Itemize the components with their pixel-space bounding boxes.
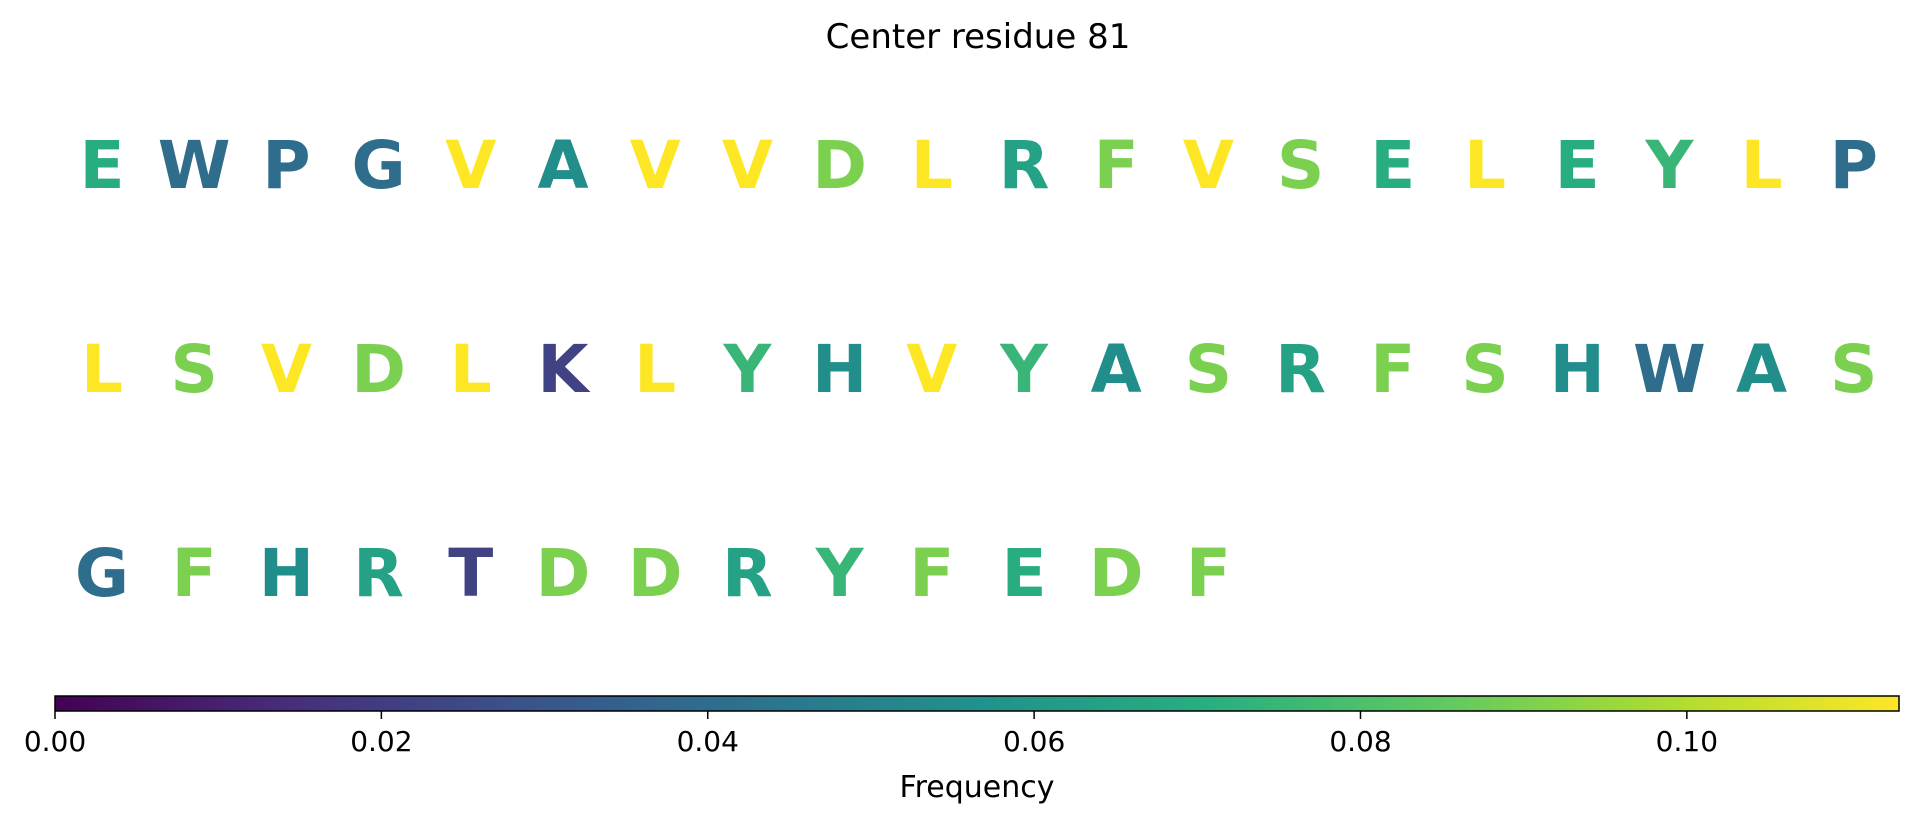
residue-letter: S (1830, 331, 1878, 408)
residue-letter: L (1741, 127, 1783, 204)
residue-letter: E (1370, 127, 1415, 204)
residue-letter: V (1183, 127, 1234, 204)
residue-letter: Y (999, 331, 1049, 408)
residue-letter: Y (723, 331, 773, 408)
residue-letter: R (722, 535, 773, 612)
residue-letter: H (812, 331, 867, 408)
colorbar-label: Frequency (900, 770, 1055, 805)
residue-letter: D (628, 535, 683, 612)
residue-letter: V (261, 331, 312, 408)
residue-letter: A (1736, 331, 1787, 408)
colorbar-gradient (54, 695, 1900, 712)
residue-letter: K (537, 331, 591, 408)
residue-letter: A (1091, 331, 1142, 408)
residue-letter: V (630, 127, 681, 204)
colorbar-ticks: 0.00 0.02 0.04 0.06 0.08 0.10 (24, 711, 1718, 758)
residue-letter: F (1094, 127, 1139, 204)
colorbar-tick-label: 0.08 (1329, 725, 1391, 758)
residue-letter: H (1550, 331, 1605, 408)
residue-letter: E (1555, 127, 1600, 204)
residue-letter: S (1277, 127, 1325, 204)
residue-letter: D (351, 331, 406, 408)
residue-letter: F (1370, 331, 1415, 408)
residue-letter: H (259, 535, 314, 612)
colorbar-tick-label: 0.04 (677, 725, 739, 758)
residue-letters: E W P G V A V V D L R F V S E L E Y L PL S V D L K L Y H V Y A S R F S H W A S… (75, 127, 1878, 612)
residue-letter: L (634, 331, 676, 408)
residue-letter: A (537, 127, 588, 204)
residue-letter: T (448, 535, 493, 612)
residue-letter: D (536, 535, 591, 612)
residue-letter: F (172, 535, 217, 612)
residue-letter: Y (1645, 127, 1695, 204)
residue-letter: F (1186, 535, 1231, 612)
residue-letter: F (909, 535, 954, 612)
colorbar-tick-label: 0.02 (350, 725, 412, 758)
residue-letter: P (1830, 127, 1878, 204)
residue-letter: W (158, 127, 231, 204)
residue-letter: G (75, 535, 129, 612)
residue-letter: G (352, 127, 406, 204)
residue-letter: S (1185, 331, 1233, 408)
residue-letter: S (1461, 331, 1509, 408)
residue-letter: D (1089, 535, 1144, 612)
residue-letter: E (1001, 535, 1046, 612)
colorbar: 0.00 0.02 0.04 0.06 0.08 0.10 Frequency (24, 695, 1900, 805)
residue-letter: S (170, 331, 218, 408)
colorbar-tick-label: 0.00 (24, 725, 86, 758)
residue-letter: D (812, 127, 867, 204)
residue-letter: L (911, 127, 953, 204)
colorbar-tick-label: 0.06 (1003, 725, 1065, 758)
colorbar-tick-label: 0.10 (1656, 725, 1718, 758)
residue-letter: V (906, 331, 957, 408)
residue-letter: V (722, 127, 773, 204)
residue-letter: V (445, 127, 496, 204)
chart-title: Center residue 81 (826, 17, 1131, 57)
residue-letter: P (262, 127, 310, 204)
residue-letter: R (1275, 331, 1326, 408)
residue-letter: L (1464, 127, 1506, 204)
residue-letter: W (1633, 331, 1706, 408)
residue-letter: L (450, 331, 492, 408)
residue-letter: R (999, 127, 1050, 204)
residue-letter: E (79, 127, 124, 204)
residue-letter: R (353, 535, 404, 612)
residue-letter: L (81, 331, 123, 408)
residue-letter: Y (815, 535, 865, 612)
